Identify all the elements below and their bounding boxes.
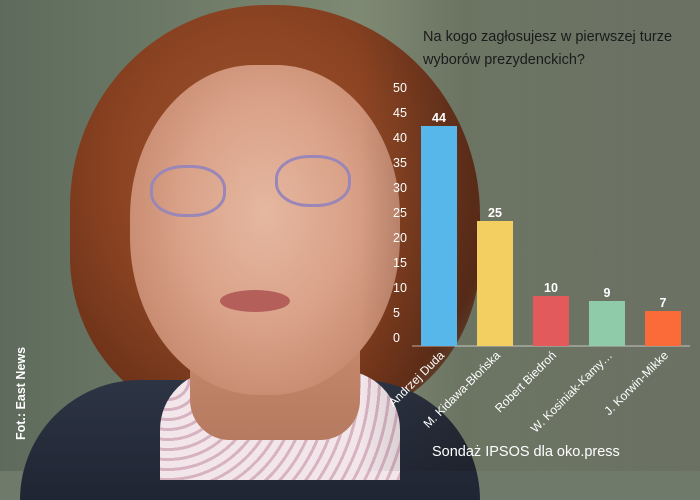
y-tick-label: 35: [393, 156, 407, 170]
y-tick-label: 10: [393, 281, 407, 295]
y-tick-label: 40: [393, 131, 407, 145]
portrait-face: [130, 65, 400, 395]
portrait-glasses-left: [150, 165, 226, 217]
bar: [645, 311, 681, 346]
chart-shade: [360, 0, 700, 471]
bar-value-label: 44: [432, 111, 446, 125]
y-tick-label: 15: [393, 256, 407, 270]
bar-value-label: 7: [660, 296, 667, 310]
bar: [589, 301, 625, 346]
portrait-mouth: [220, 290, 290, 312]
bar: [533, 296, 569, 346]
bar-value-label: 9: [604, 286, 611, 300]
y-tick-label: 50: [393, 81, 407, 95]
y-tick-label: 30: [393, 181, 407, 195]
bar: [477, 221, 513, 346]
portrait-glasses-right: [275, 155, 351, 207]
bar-value-label: 25: [488, 206, 502, 220]
y-tick-label: 5: [393, 306, 400, 320]
bar-value-label: 10: [544, 281, 558, 295]
chart-source: Sondaż IPSOS dla oko.press: [432, 444, 620, 460]
chart-title: Na kogo zagłosujesz w pierwszej turze wy…: [423, 29, 673, 68]
y-tick-label: 25: [393, 206, 407, 220]
bar: [421, 126, 457, 346]
y-tick-label: 20: [393, 231, 407, 245]
y-tick-label: 0: [393, 331, 400, 345]
y-tick-label: 45: [393, 106, 407, 120]
photo-credit: Fot.: East News: [14, 346, 28, 440]
category-label: Andrzej Duda: [386, 348, 448, 410]
